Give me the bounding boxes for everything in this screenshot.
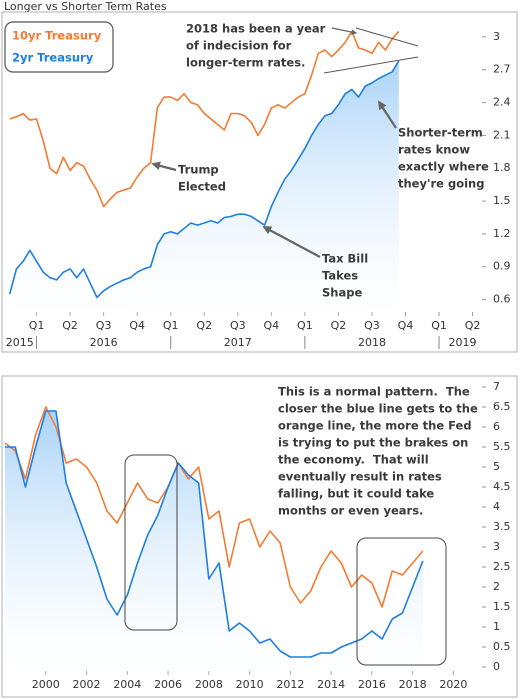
series-line [4,406,424,608]
x-tick-label: Q2 [331,319,347,332]
y-tick-label: 6 [493,420,500,433]
y-tick-label: 2.5 [493,560,511,573]
arrow [151,161,177,172]
x-tick-label: Q3 [96,319,112,332]
y-tick-label: 1.5 [493,600,511,613]
annotation: closer the blue line gets to the [278,402,478,416]
year-label: 2016 [90,336,118,349]
annotation: eventually result in rates [278,470,442,484]
x-tick-label: 2016 [358,678,386,691]
y-tick-label: 2.7 [493,63,511,76]
year-label: 2018 [358,336,386,349]
y-tick-label: 4.5 [493,480,511,493]
annotation: falling, but it could take [278,487,434,501]
x-tick-label: 2012 [276,678,304,691]
y-tick-label: 4 [493,500,500,513]
year-label: 2019 [449,336,477,349]
x-tick-label: 2014 [317,678,345,691]
arrow [331,27,358,35]
arrow [262,226,321,258]
x-tick-label: Q2 [196,319,212,332]
annotation: orange line, the more the Fed [278,419,472,433]
x-tick-label: Q1 [297,319,313,332]
annotation: months or even years. [278,504,423,518]
callouts [124,27,447,666]
annotation: the economy. That will [278,453,429,467]
y-tick-label: 2.4 [493,96,511,109]
annotation: they're going [398,177,484,191]
y-tick-label: 0.5 [493,640,511,653]
legend-label: 2yr Treasury [12,51,94,65]
x-tick-label: 2000 [32,678,60,691]
y-tick-label: 5 [493,460,500,473]
x-tick-label: 2004 [113,678,141,691]
x-tick-label: Q4 [129,319,145,332]
annotation: Takes [322,269,358,283]
annotation: is trying to put the brakes on [278,436,468,450]
x-tick-label: Q4 [263,319,279,332]
x-tick-label: Q3 [230,319,246,332]
x-tick-label: Q1 [163,319,179,332]
x-tick-label: 2002 [73,678,101,691]
x-tick-label: Q2 [62,319,78,332]
annotation: Elected [178,180,226,194]
annotation: 2018 has been a year [186,22,326,36]
annotation: Shape [322,286,362,300]
series-line [8,60,400,299]
y-tick-label: 2.1 [493,128,511,141]
annotation: Shorter-term [398,126,483,140]
x-tick-label: 2020 [439,678,467,691]
plots: 0.6 0.9 1.2 1.5 1.8 2.1 2.4 2.7 3 Q1 Q2 Q3 Q4 Q1 Q2 Q3 Q… [1,11,518,698]
arrow [378,100,397,129]
x-tick-label: Q4 [398,319,414,332]
year-label: 2017 [224,336,252,349]
x-tick-label: Q2 [465,319,481,332]
y-tick-label: 5.5 [493,440,511,453]
highlight-box [124,454,178,631]
y-tick-label: 3.5 [493,520,511,533]
x-tick-label: Q1 [431,319,447,332]
legend-box [4,21,114,73]
y-tick-label: 3 [493,540,500,553]
series-line [5,410,424,658]
y-tick-label: 3 [493,30,500,43]
y-tick-label: 6.5 [493,400,511,413]
series-area [5,411,423,675]
annotation: of indecision for [186,39,292,53]
y-tick-label: 0.6 [493,293,511,306]
pennant-line [355,27,419,47]
x-tick-label: Q1 [29,319,45,332]
y-tick-label: 1.2 [493,227,511,240]
legend-label: 10yr Treasury [12,29,102,43]
x-tick-label: 2008 [195,678,223,691]
y-tick-label: 7 [493,380,500,393]
annotation: longer-term rates. [186,56,305,70]
y-tick-label: 1 [493,620,500,633]
x-tick-label: 2018 [399,678,427,691]
y-tick-label: 0 [493,660,500,673]
chart-title: Longer vs Shorter Term Rates [4,0,167,13]
year-label: 2015 [6,336,34,349]
y-tick-label: 2 [493,580,500,593]
annotation: rates know [398,143,470,157]
annotation: Trump [178,163,219,177]
highlight-box [356,537,447,666]
series-area [9,60,399,316]
x-tick-label: 2010 [236,678,264,691]
y-tick-label: 1.8 [493,161,511,174]
x-tick-label: 2006 [154,678,182,691]
series-line [9,30,400,208]
annotation: Tax Bill [322,252,368,266]
y-tick-label: 0.9 [493,260,511,273]
x-tick-label: Q3 [364,319,380,332]
pennant-line [323,56,419,74]
annotation: This is a normal pattern. The [278,385,470,399]
annotation: exactly where [398,160,489,174]
y-tick-label: 1.5 [493,194,511,207]
